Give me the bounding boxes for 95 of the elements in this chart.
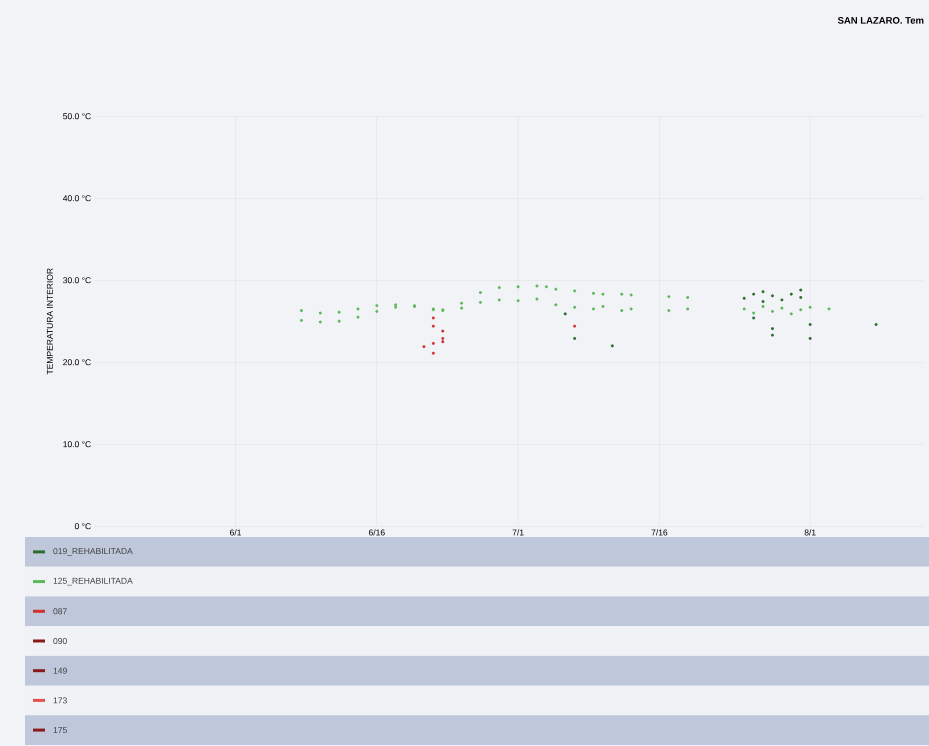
point bbox=[573, 324, 576, 328]
point bbox=[601, 304, 604, 308]
x-tick-label: 6/16 bbox=[368, 529, 385, 536]
point bbox=[762, 300, 765, 304]
point bbox=[630, 307, 633, 310]
x-tick-label: 6/1 bbox=[230, 529, 242, 536]
point bbox=[573, 289, 576, 292]
point bbox=[686, 307, 690, 310]
point bbox=[375, 310, 378, 313]
legend-label: 175 bbox=[54, 727, 67, 734]
point bbox=[460, 306, 464, 310]
point bbox=[790, 292, 793, 296]
y-tick-label: 40.0 °C bbox=[62, 195, 91, 202]
point bbox=[620, 292, 624, 296]
y-tick-label: 20.0 °C bbox=[63, 359, 91, 366]
point bbox=[338, 310, 341, 314]
point bbox=[780, 298, 784, 302]
point bbox=[478, 300, 482, 304]
y-tick-label: 30.0 °C bbox=[63, 277, 91, 284]
point bbox=[318, 320, 322, 324]
point bbox=[338, 320, 341, 323]
point bbox=[827, 307, 830, 310]
point bbox=[441, 336, 444, 340]
point bbox=[752, 312, 756, 315]
legend-label: 125_REHABILITADA bbox=[54, 578, 133, 586]
point bbox=[601, 292, 604, 296]
point bbox=[535, 284, 538, 288]
point bbox=[799, 308, 802, 312]
point bbox=[620, 309, 624, 312]
point bbox=[432, 324, 435, 328]
point bbox=[630, 293, 633, 296]
point bbox=[300, 309, 303, 312]
legend-label: 149 bbox=[54, 668, 67, 674]
point bbox=[686, 296, 690, 299]
point bbox=[478, 291, 482, 294]
point bbox=[573, 306, 576, 309]
point bbox=[770, 327, 774, 330]
point bbox=[554, 303, 558, 306]
point bbox=[516, 285, 520, 288]
legend-label: 019_REHABILITADA bbox=[53, 548, 133, 556]
point bbox=[808, 336, 812, 340]
point bbox=[762, 290, 765, 294]
point bbox=[592, 307, 595, 310]
chart-title: SAN LAZARO. Tem bbox=[838, 17, 924, 24]
point bbox=[799, 296, 802, 299]
point bbox=[432, 342, 435, 345]
y-tick-label: 10.0 °C bbox=[63, 441, 91, 448]
point bbox=[770, 310, 774, 313]
x-tick-label: 7/1 bbox=[512, 529, 524, 536]
point bbox=[375, 304, 378, 308]
legend-label: 090 bbox=[53, 638, 67, 644]
legend-label: 087 bbox=[53, 608, 67, 614]
point bbox=[432, 316, 435, 320]
point bbox=[762, 304, 765, 308]
point bbox=[752, 292, 756, 296]
x-tick-label: 8/1 bbox=[804, 529, 816, 536]
point bbox=[790, 312, 793, 316]
point bbox=[498, 286, 501, 290]
point bbox=[667, 309, 670, 312]
point bbox=[808, 306, 812, 309]
x-tick-label: 7/16 bbox=[652, 529, 668, 536]
point bbox=[752, 316, 756, 320]
point bbox=[610, 344, 614, 348]
point bbox=[318, 312, 322, 315]
point bbox=[799, 288, 802, 292]
point bbox=[394, 306, 398, 309]
point bbox=[564, 312, 567, 316]
point bbox=[742, 307, 746, 310]
point bbox=[498, 298, 501, 302]
point bbox=[356, 307, 360, 310]
point bbox=[535, 298, 538, 301]
point bbox=[441, 340, 444, 344]
point bbox=[516, 299, 520, 302]
point bbox=[667, 295, 670, 298]
point bbox=[874, 323, 878, 326]
point bbox=[441, 330, 444, 333]
point bbox=[460, 302, 464, 305]
y-axis-title: TEMPERATURA INTERIOR bbox=[46, 268, 53, 374]
point bbox=[356, 316, 360, 319]
point bbox=[573, 336, 576, 340]
point bbox=[422, 345, 426, 348]
point bbox=[770, 294, 774, 298]
point bbox=[808, 323, 812, 326]
point bbox=[770, 334, 774, 337]
y-tick-label: 0 °C bbox=[74, 523, 91, 530]
point bbox=[742, 296, 746, 300]
point bbox=[592, 292, 595, 295]
legend-label: 173 bbox=[54, 697, 67, 704]
y-tick-label: 50.0 °C bbox=[63, 113, 91, 120]
point bbox=[300, 318, 303, 322]
point bbox=[780, 306, 784, 310]
point bbox=[544, 285, 548, 288]
point bbox=[554, 288, 558, 291]
point bbox=[432, 352, 435, 355]
point bbox=[394, 303, 398, 306]
